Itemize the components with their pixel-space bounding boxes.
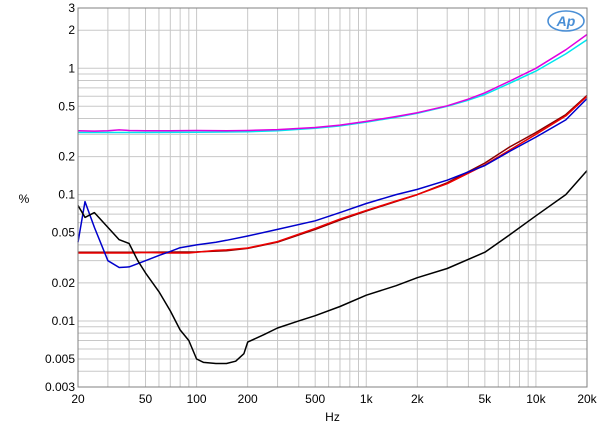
y-tick-label: 2 bbox=[68, 23, 75, 37]
series-line-4 bbox=[78, 95, 588, 254]
x-tick-label: 20 bbox=[71, 392, 85, 406]
y-tick-label: 0.005 bbox=[45, 352, 75, 366]
x-tick-label: 100 bbox=[187, 392, 207, 406]
plot-frame bbox=[77, 7, 588, 388]
x-tick-labels: 20 50 100 200 500 1k 2k 5k 10k 20k bbox=[71, 392, 597, 406]
x-tick-label: 2k bbox=[411, 392, 425, 406]
x-tick-label: 1k bbox=[360, 392, 374, 406]
x-tick-label: 500 bbox=[305, 392, 325, 406]
series-line-5 bbox=[77, 98, 588, 269]
x-tick-label: 5k bbox=[479, 392, 493, 406]
y-tick-label: 0.1 bbox=[58, 188, 75, 202]
y-tick-labels: 0.003 0.005 0.01 0.02 0.05 0.1 0.2 0.5 1 2 3 bbox=[45, 1, 75, 394]
series-group bbox=[77, 33, 588, 365]
ap-logo-text: Ap bbox=[556, 13, 576, 29]
x-tick-label: 10k bbox=[526, 392, 546, 406]
x-tick-label: 50 bbox=[139, 392, 153, 406]
y-tick-label: 0.05 bbox=[52, 226, 76, 240]
x-tick-label: 20k bbox=[577, 392, 597, 406]
x-axis-label: Hz bbox=[325, 410, 340, 424]
y-tick-label: 0.01 bbox=[52, 314, 76, 328]
y-tick-label: 0.003 bbox=[45, 380, 75, 394]
ap-logo-oval bbox=[547, 10, 585, 32]
y-tick-label: 1 bbox=[68, 61, 75, 75]
grid bbox=[78, 8, 587, 387]
series-line-6 bbox=[77, 170, 588, 365]
x-tick-label: 200 bbox=[238, 392, 258, 406]
y-tick-label: 0.2 bbox=[58, 150, 75, 164]
y-tick-label: 3 bbox=[68, 1, 75, 15]
ap-logo: Ap bbox=[547, 10, 585, 32]
y-axis-label: % bbox=[19, 192, 30, 206]
y-tick-label: 0.02 bbox=[52, 276, 76, 290]
series-line-2 bbox=[77, 33, 588, 132]
y-tick-label: 0.5 bbox=[58, 99, 75, 113]
